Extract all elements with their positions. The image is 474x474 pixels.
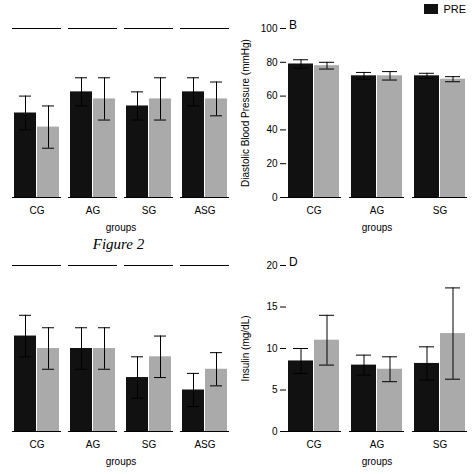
svg-text:SG: SG [433,205,448,216]
svg-text:5: 5 [272,384,278,395]
html-text:B: B [289,18,297,32]
svg-text:groups: groups [362,222,393,233]
svg-text:AG: AG [86,205,101,216]
svg-text:60: 60 [266,90,278,101]
svg-text:ASG: ASG [194,205,215,216]
svg-text:SG: SG [142,205,157,216]
svg-text:CG: CG [307,205,322,216]
svg-text:SG: SG [142,439,157,450]
svg-text:20: 20 [266,260,278,271]
svg-text:0: 0 [272,426,278,437]
svg-text:groups: groups [106,222,137,233]
svg-text:Diastolic Blood Pressure (mmHg: Diastolic Blood Pressure (mmHg) [240,39,251,187]
svg-text:AG: AG [86,439,101,450]
svg-text:20: 20 [266,158,278,169]
svg-text:0: 0 [272,192,278,203]
svg-text:Insulin (mg/dL): Insulin (mg/dL) [240,315,251,381]
svg-text:40: 40 [266,124,278,135]
html-text:D: D [289,255,298,269]
svg-text:AG: AG [370,439,385,450]
svg-text:15: 15 [266,301,278,312]
svg-text:ASG: ASG [194,439,215,450]
svg-text:CG: CG [30,205,45,216]
svg-text:CG: CG [30,439,45,450]
svg-text:80: 80 [266,57,278,68]
svg-text:SG: SG [433,439,448,450]
html-text:Figure 2: Figure 2 [92,236,145,252]
svg-text:AG: AG [370,205,385,216]
html-text:PRE: PRE [443,3,466,15]
svg-text:groups: groups [362,456,393,467]
svg-text:CG: CG [307,439,322,450]
svg-text:groups: groups [106,456,137,467]
svg-text:100: 100 [261,23,278,34]
svg-text:10: 10 [266,343,278,354]
